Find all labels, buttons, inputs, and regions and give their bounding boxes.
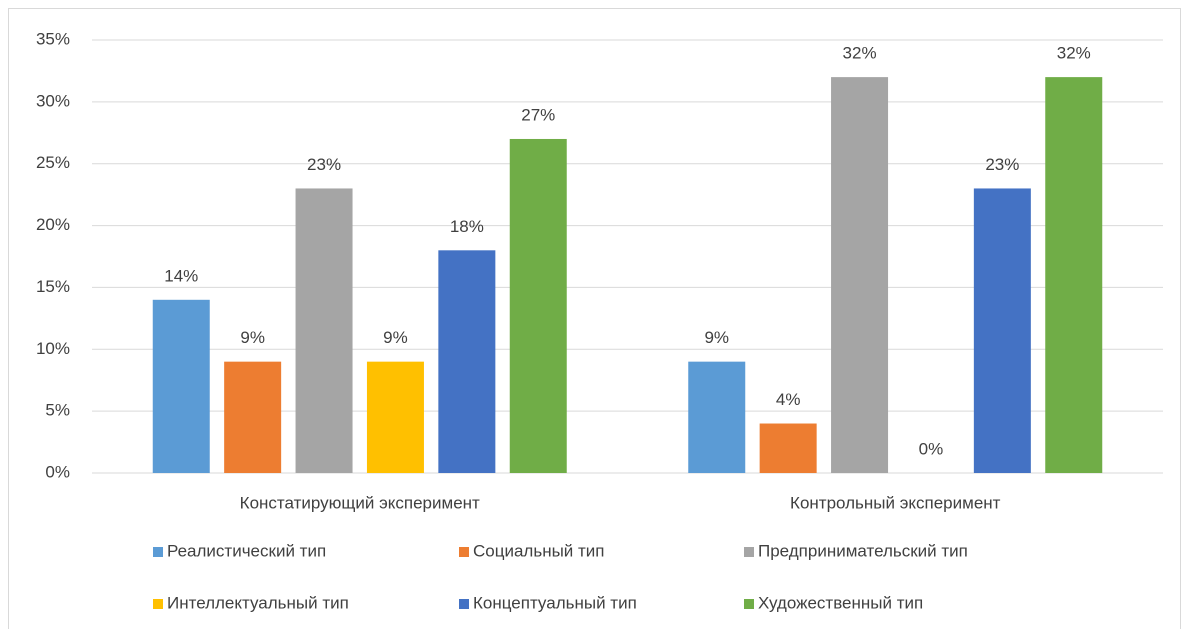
- legend-label: Художественный тип: [758, 593, 923, 612]
- legend-swatch: [459, 547, 469, 557]
- legend-label: Предпринимательский тип: [758, 541, 968, 560]
- bar: [152, 299, 210, 473]
- data-label: 32%: [843, 44, 877, 63]
- x-tick-label: Констатирующий эксперимент: [240, 493, 480, 512]
- bar: [438, 250, 496, 473]
- bar: [1045, 77, 1103, 473]
- data-label: 32%: [1057, 44, 1091, 63]
- bar: [509, 138, 567, 473]
- data-label: 18%: [450, 217, 484, 236]
- y-tick-label: 35%: [36, 29, 70, 48]
- data-label: 0%: [919, 439, 944, 458]
- legend-label: Социальный тип: [473, 541, 605, 560]
- legend-swatch: [744, 547, 754, 557]
- bar: [973, 188, 1031, 473]
- y-tick-label: 5%: [45, 401, 70, 420]
- legend-swatch: [153, 547, 163, 557]
- legend-label: Концептуальный тип: [473, 593, 637, 612]
- data-label: 14%: [164, 266, 198, 285]
- bar: [759, 423, 817, 473]
- legend-label: Интеллектуальный тип: [167, 593, 349, 612]
- legend-swatch: [459, 599, 469, 609]
- bar: [831, 77, 889, 473]
- bar: [366, 361, 424, 473]
- y-tick-label: 25%: [36, 153, 70, 172]
- x-tick-label: Контрольный эксперимент: [790, 493, 1001, 512]
- data-label: 27%: [521, 105, 555, 124]
- data-label: 23%: [985, 155, 1019, 174]
- y-tick-label: 15%: [36, 277, 70, 296]
- legend-swatch: [153, 599, 163, 609]
- legend-swatch: [744, 599, 754, 609]
- data-label: 4%: [776, 390, 801, 409]
- y-tick-label: 20%: [36, 215, 70, 234]
- data-label: 9%: [704, 328, 729, 347]
- bar: [295, 188, 353, 473]
- y-tick-label: 30%: [36, 91, 70, 110]
- legend-label: Реалистический тип: [167, 541, 326, 560]
- data-label: 9%: [383, 328, 408, 347]
- y-tick-label: 10%: [36, 339, 70, 358]
- bar: [688, 361, 746, 473]
- y-tick-label: 0%: [45, 462, 70, 481]
- bar: [224, 361, 282, 473]
- data-label: 9%: [240, 328, 265, 347]
- data-label: 23%: [307, 155, 341, 174]
